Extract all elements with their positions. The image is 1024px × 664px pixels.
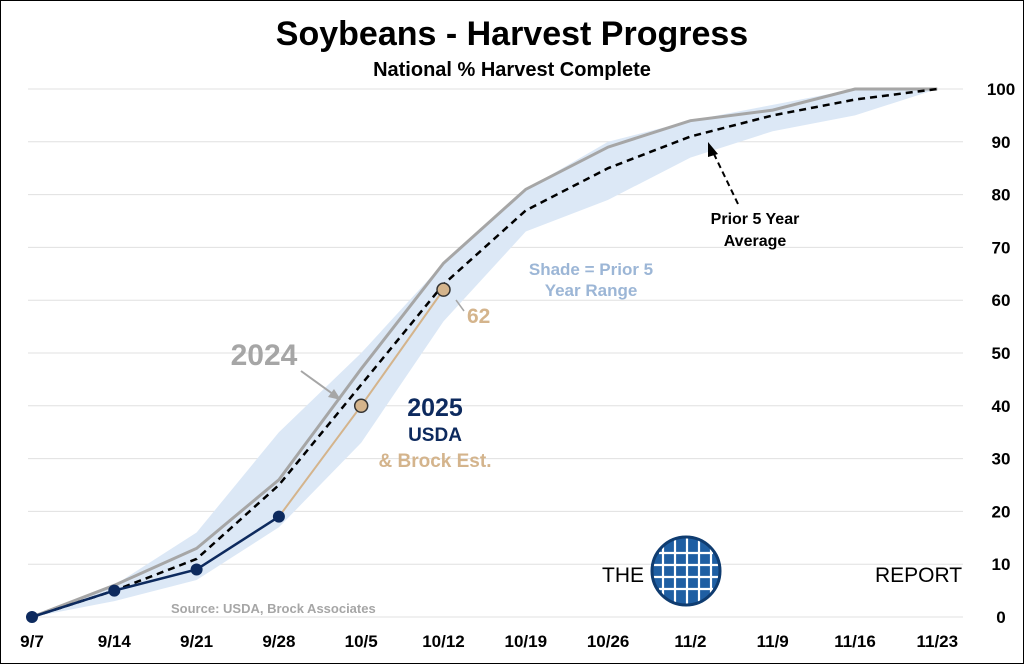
x-tick-10-12: 10/12	[422, 632, 465, 651]
source-note: Source: USDA, Brock Associates	[171, 601, 376, 616]
point-2025-9-14	[108, 584, 121, 597]
chart-subtitle: National % Harvest Complete	[373, 59, 651, 81]
point-2025-9-21	[190, 563, 203, 576]
prior-5-year-range-band	[32, 89, 938, 617]
band-label-line-1: Shade = Prior 5	[529, 260, 653, 279]
point-2025-9-28	[272, 510, 285, 523]
range-band-area	[32, 89, 938, 617]
y-tick-20: 20	[992, 502, 1011, 521]
series-points	[26, 282, 451, 623]
x-tick-10-26: 10/26	[587, 632, 630, 651]
y-tick-80: 80	[992, 186, 1011, 205]
label-2024: 2024	[231, 339, 298, 372]
chart-title: Soybeans - Harvest Progress	[276, 15, 748, 53]
y-tick-70: 70	[992, 238, 1011, 257]
label-62: 62	[467, 305, 490, 328]
label-2025: 2025	[407, 394, 463, 422]
x-tick-9-28: 9/28	[262, 632, 295, 651]
y-tick-100: 100	[987, 80, 1015, 99]
gridlines	[28, 88, 963, 618]
series-line-5yr-average	[31, 87, 938, 619]
y-tick-10: 10	[992, 555, 1011, 574]
label-brock-estimate: & Brock Est.	[379, 451, 492, 472]
x-tick-11-2: 11/2	[674, 632, 706, 651]
x-axis-ticks: 9/7 9/14 9/21 9/28 10/5 10/12 10/19 10/26 11/2 11…	[20, 632, 958, 651]
arrow-avg	[712, 151, 739, 205]
series-line-2025	[31, 515, 280, 619]
avg-label-line-1: Prior 5 Year	[711, 211, 800, 228]
leader-62	[455, 299, 465, 312]
x-tick-10-5: 10/5	[345, 632, 378, 651]
x-tick-9-7: 9/7	[20, 632, 44, 651]
y-tick-30: 30	[992, 450, 1011, 469]
x-tick-11-16: 11/16	[834, 632, 876, 651]
x-tick-11-9: 11/9	[757, 632, 789, 651]
x-tick-9-21: 9/21	[180, 632, 213, 651]
avg-label-line-2: Average	[724, 233, 787, 250]
point-estimate-10-5	[353, 398, 369, 414]
point-2025-9-7	[26, 611, 38, 623]
label-2025-usda: USDA	[408, 425, 462, 446]
y-tick-0: 0	[996, 608, 1005, 627]
x-tick-11-23: 11/23	[916, 632, 958, 651]
logo-the: THE	[602, 564, 644, 587]
logo-report: REPORT	[875, 564, 962, 587]
arrowhead-2024	[328, 389, 341, 400]
y-tick-50: 50	[992, 344, 1011, 363]
series-line-2024	[31, 87, 938, 619]
band-label-line-2: Year Range	[545, 281, 638, 300]
brock-report-logo: THE REPORT	[602, 535, 962, 607]
arrowhead-avg	[708, 142, 718, 157]
y-tick-60: 60	[992, 291, 1011, 310]
y-tick-40: 40	[992, 397, 1011, 416]
globe-icon	[650, 535, 722, 607]
point-estimate-10-12	[436, 282, 451, 297]
x-tick-9-14: 9/14	[98, 632, 132, 651]
x-tick-10-19: 10/19	[505, 632, 548, 651]
arrow-2024	[300, 370, 338, 398]
y-tick-90: 90	[992, 133, 1011, 152]
y-axis-ticks: 0 10 20 30 40 50 60 70 80 90 100	[987, 80, 1015, 627]
